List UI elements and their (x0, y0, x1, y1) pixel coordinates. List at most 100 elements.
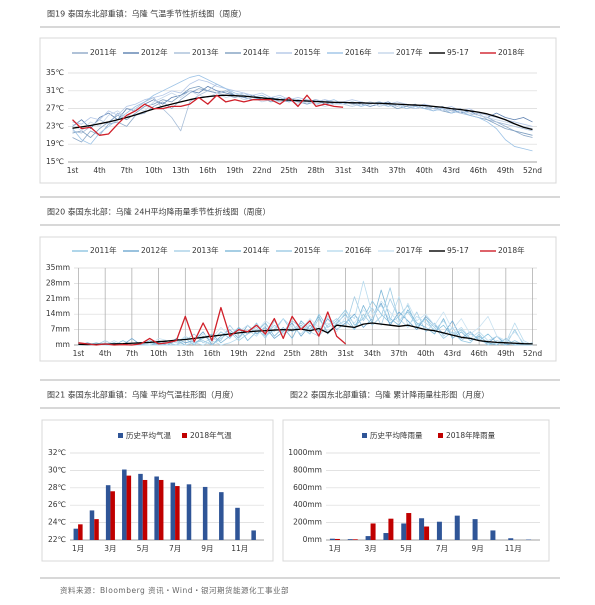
bar (436, 521, 442, 540)
series-line (72, 94, 344, 136)
legend-label: 2014年 (243, 245, 270, 255)
legend-label: 2018年气温 (190, 430, 232, 440)
bar (454, 515, 460, 540)
legend-label: 2011年 (90, 245, 117, 255)
legend-swatch (438, 433, 443, 438)
x-tick-label: 1st (67, 166, 79, 175)
x-tick-label: 37th (389, 166, 406, 175)
x-tick-label: 5月 (137, 544, 149, 553)
series-line (78, 280, 533, 346)
y-tick-label: 35℃ (46, 68, 64, 77)
x-tick-label: 3月 (104, 544, 116, 553)
figure-caption: 图19 泰国东北部重镇：乌隆 气温季节性折线图（周度） (47, 9, 246, 19)
x-tick-label: 4th (93, 166, 106, 175)
y-tick-label: 28mm (46, 278, 70, 287)
legend-swatch (118, 433, 123, 438)
figure-caption: 图21 泰国东北部重镇：乌隆 平均气温柱形图（月度） (47, 390, 238, 400)
legend-label: 历史平均降雨量 (370, 430, 423, 440)
y-tick-label: 28℃ (48, 483, 66, 492)
legend-label: 2017年 (396, 47, 423, 57)
bar (370, 523, 376, 540)
y-tick-label: 23℃ (46, 121, 64, 130)
bar (202, 486, 208, 540)
y-tick-label: 35mm (46, 263, 70, 272)
bar (175, 486, 180, 540)
x-tick-label: 5月 (400, 544, 412, 553)
x-tick-label: 28th (310, 349, 327, 358)
x-tick-label: 16th (203, 349, 220, 358)
bar (126, 475, 132, 540)
series-line (78, 306, 346, 346)
x-tick-label: 11月 (231, 544, 248, 553)
x-tick-label: 31st (337, 349, 353, 358)
y-tick-label: 7mm (51, 325, 70, 334)
source-note: 资料来源：Bloomberg 资讯・Wind・银河期货能源化工事业部 (60, 585, 289, 595)
y-tick-label: 31℃ (46, 86, 64, 95)
chart-frame (41, 419, 274, 562)
y-tick-label: 200mm (293, 518, 322, 527)
x-tick-label: 40th (416, 166, 433, 175)
x-tick-label: 1月 (72, 544, 84, 553)
x-tick-label: 49th (497, 349, 514, 358)
bar (365, 536, 371, 540)
bar (388, 518, 394, 540)
figure-caption: 图20 泰国东北部：乌隆 24H平均降雨量季节性折线图（周度） (47, 207, 270, 217)
bar (105, 485, 111, 540)
y-tick-label: 26℃ (48, 500, 66, 509)
bar (508, 538, 514, 540)
bar (186, 484, 192, 540)
x-tick-label: 13th (177, 349, 194, 358)
x-tick-label: 34th (362, 166, 379, 175)
bar (138, 473, 143, 540)
bar (219, 492, 224, 540)
x-tick-label: 25th (284, 349, 301, 358)
x-tick-label: 43rd (443, 166, 460, 175)
x-tick-label: 16th (199, 166, 216, 175)
x-tick-label: 22nd (256, 349, 275, 358)
bar (142, 479, 148, 540)
x-tick-label: 25th (280, 166, 297, 175)
y-tick-label: 32℃ (48, 448, 66, 457)
chart-frame (39, 236, 557, 362)
bar (424, 526, 430, 540)
legend-label: 2015年 (294, 47, 321, 57)
y-tick-label: 22℃ (48, 535, 66, 544)
bar (406, 513, 412, 540)
x-tick-label: 10th (150, 349, 167, 358)
x-tick-label: 49th (497, 166, 514, 175)
bar (329, 538, 335, 540)
bar (94, 519, 99, 540)
x-tick-label: 7th (126, 349, 139, 358)
legend-label: 95-17 (447, 246, 469, 255)
legend-label: 2018年 (498, 245, 525, 255)
legend-label: 2018年降雨量 (446, 430, 496, 440)
bar (235, 507, 240, 540)
legend-label: 2017年 (396, 245, 423, 255)
x-tick-label: 40th (417, 349, 434, 358)
series-line (78, 322, 533, 346)
x-tick-label: 52nd (523, 166, 542, 175)
y-tick-label: 600mm (293, 483, 322, 492)
x-tick-label: 10th (145, 166, 162, 175)
y-tick-label: 0mm (303, 535, 322, 544)
y-tick-label: 30℃ (48, 465, 66, 474)
bar (472, 519, 478, 540)
bar (170, 482, 176, 540)
bar (122, 469, 127, 540)
legend-label: 2015年 (294, 245, 321, 255)
legend-label: 2012年 (141, 47, 168, 57)
x-tick-label: 7月 (169, 544, 181, 553)
legend-label: 2016年 (345, 47, 372, 57)
bar (401, 523, 407, 540)
bar (78, 524, 83, 540)
x-tick-label: 22nd (252, 166, 271, 175)
y-tick-label: 21mm (46, 294, 70, 303)
bar (383, 533, 389, 540)
y-tick-label: 400mm (293, 500, 322, 509)
y-tick-label: 800mm (293, 465, 322, 474)
x-tick-label: 19th (230, 349, 247, 358)
x-tick-label: 34th (364, 349, 381, 358)
x-tick-label: 1st (73, 349, 85, 358)
x-tick-label: 46th (470, 166, 487, 175)
bar (73, 528, 79, 540)
